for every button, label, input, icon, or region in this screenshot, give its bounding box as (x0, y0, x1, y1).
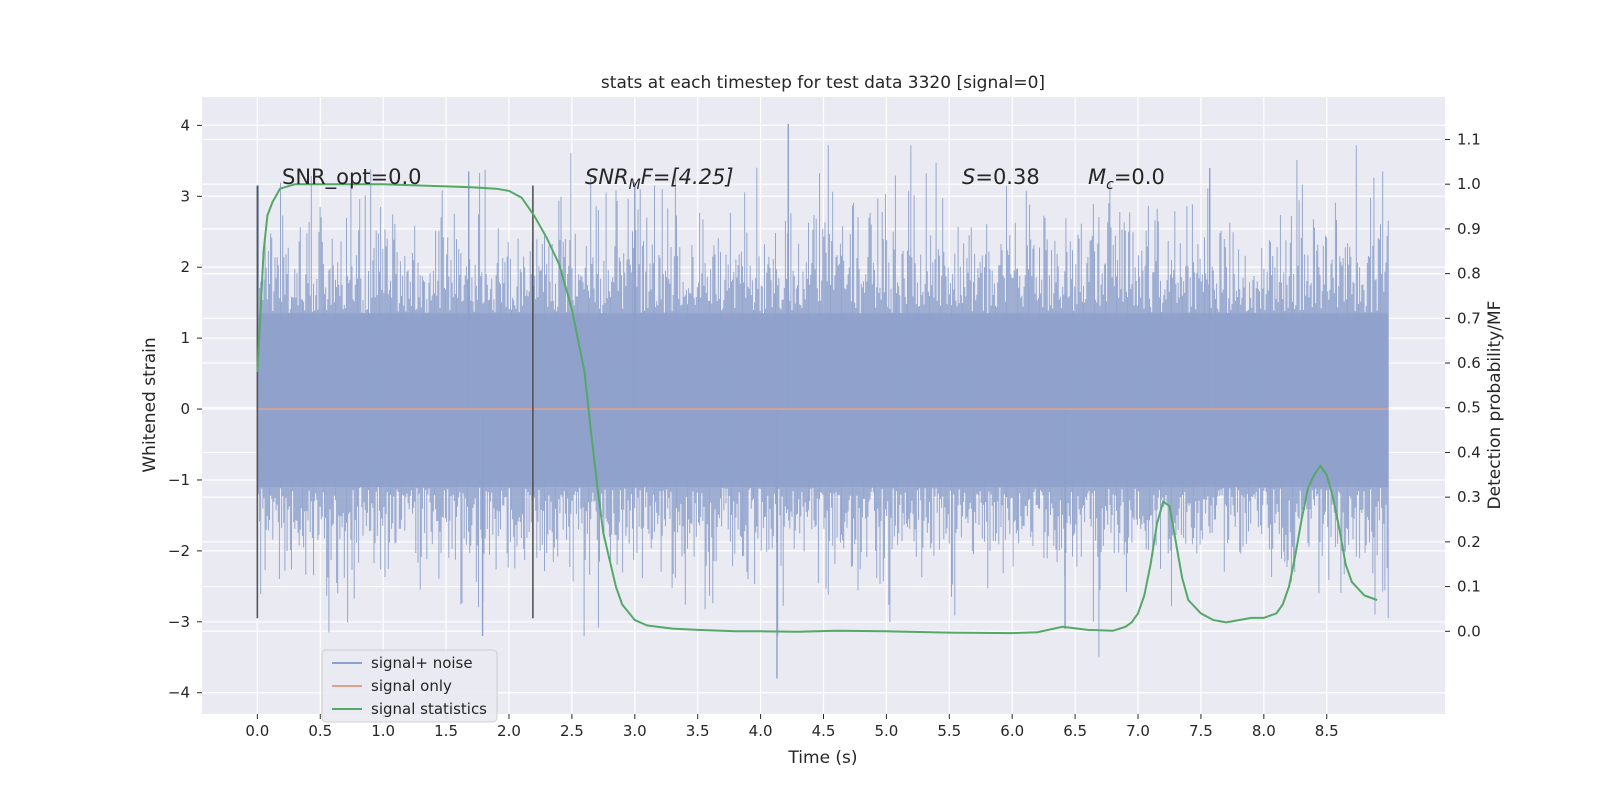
ticks: 0.0 0.5 1.0 1.5 2.0 2.5 3.0 3.5 4.0 4.5 5.0 5.5 6.0 6… (168, 116, 1481, 740)
x-tick-label: 6.0 (1000, 722, 1024, 740)
y2-tick-label: 0.2 (1457, 533, 1481, 551)
y2-tick-label: 0.4 (1457, 443, 1481, 461)
x-tick-label: 1.5 (434, 722, 458, 740)
y2-tick-label: 0.8 (1457, 265, 1481, 283)
y-tick-label: −2 (168, 542, 190, 560)
x-tick-label: 5.0 (874, 722, 898, 740)
x-tick-label: 5.5 (937, 722, 961, 740)
y-tick-label: −4 (168, 684, 190, 702)
x-tick-label: 2.5 (560, 722, 584, 740)
x-axis-label: Time (s) (787, 748, 857, 768)
legend-label-noise: signal+ noise (371, 654, 473, 672)
annotation-snr-opt: SNR_opt=0.0 (282, 165, 422, 190)
x-tick-label: 7.0 (1126, 722, 1150, 740)
y2-axis-label: Detection probability/MF (1485, 301, 1505, 510)
x-tick-label: 0.0 (245, 722, 269, 740)
chart-title: stats at each timestep for test data 332… (601, 73, 1045, 93)
y2-tick-label: 1.0 (1457, 175, 1481, 193)
data-layer (256, 123, 1389, 679)
x-tick-label: 0.5 (308, 722, 332, 740)
x-tick-label: 4.5 (812, 722, 836, 740)
y2-tick-label: 0.0 (1457, 622, 1481, 640)
series-signal-noise (256, 123, 1389, 679)
x-tick-label: 6.5 (1063, 722, 1087, 740)
x-tick-label: 8.0 (1252, 722, 1276, 740)
y-axis-label: Whitened strain (140, 337, 160, 472)
y-tick-label: 1 (180, 329, 190, 347)
y2-tick-label: 0.1 (1457, 578, 1481, 596)
y2-tick-label: 0.6 (1457, 354, 1481, 372)
legend-box (321, 649, 498, 723)
y-tick-label: 0 (180, 400, 190, 418)
y-tick-label: 2 (180, 258, 190, 276)
x-tick-label: 3.5 (686, 722, 710, 740)
annotation-snr-mf: SNRMF=[4.25] (585, 165, 734, 193)
y-tick-label: 3 (180, 187, 190, 205)
legend-label-stats: signal statistics (371, 700, 487, 718)
x-tick-label: 1.0 (371, 722, 395, 740)
annotation-s: S=0.38 (962, 165, 1040, 189)
annotations: SNR_opt=0.0 SNRMF=[4.25] S=0.38 Mc=0.0 (282, 165, 1165, 193)
y2-tick-label: 1.1 (1457, 130, 1481, 148)
y2-tick-label: 0.3 (1457, 488, 1481, 506)
y2-tick-label: 0.5 (1457, 399, 1481, 417)
legend: signal+ noise signal only signal statist… (321, 649, 498, 723)
x-tick-label: 7.5 (1189, 722, 1213, 740)
y-tick-label: 4 (180, 116, 190, 134)
series-signal-statistics (256, 183, 1378, 635)
y2-tick-label: 0.9 (1457, 220, 1481, 238)
y2-tick-label: 0.7 (1457, 309, 1481, 327)
y-tick-label: −3 (168, 613, 190, 631)
annotation-mc: Mc=0.0 (1088, 165, 1165, 193)
x-tick-label: 2.0 (497, 722, 521, 740)
x-tick-label: 3.0 (623, 722, 647, 740)
x-tick-label: 4.0 (749, 722, 773, 740)
x-tick-label: 8.5 (1315, 722, 1339, 740)
legend-label-signal: signal only (371, 677, 452, 695)
y-tick-label: −1 (168, 471, 190, 489)
